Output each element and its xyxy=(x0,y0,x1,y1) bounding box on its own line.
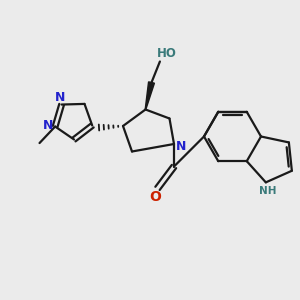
Text: NH: NH xyxy=(259,186,276,197)
Text: O: O xyxy=(149,190,161,204)
Text: N: N xyxy=(43,118,54,131)
Text: N: N xyxy=(55,92,65,104)
Polygon shape xyxy=(145,82,154,110)
Text: HO: HO xyxy=(157,46,176,60)
Text: N: N xyxy=(176,140,186,153)
